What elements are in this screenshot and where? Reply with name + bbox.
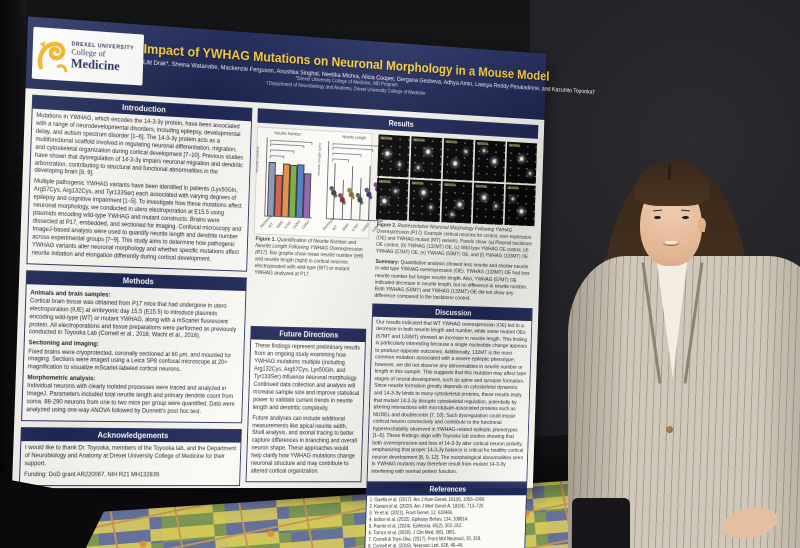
- future-paragraph-2: Future analyses can include additional m…: [250, 414, 357, 475]
- micrograph-panel: [441, 181, 473, 224]
- references-heading: References: [367, 483, 527, 496]
- acknowledgements-text: I would like to thank Dr. Toyooka, membe…: [24, 444, 237, 468]
- research-poster: DREXEL UNIVERSITY College of Medicine Im…: [11, 16, 595, 548]
- references-list: 1. Guella et al. (2017). Am J Hum Genet,…: [364, 496, 526, 548]
- micrograph-panel: [376, 177, 409, 221]
- chart2-ylabel: Neurite length (μm): [316, 142, 322, 176]
- introduction-paragraph-2: Multiple pathogenic YWHAG variants have …: [31, 178, 242, 263]
- methods-sub1-text: Cortical brain tissue was obtained from …: [28, 297, 237, 340]
- figure1-caption-text: Bar graphs show mean neurite number (lef…: [254, 250, 364, 278]
- micrograph-panel: [377, 134, 410, 178]
- sig-bracket: [270, 144, 305, 149]
- funding-line: Funding: DoD grant AR220067, NIH R21 MH1…: [23, 471, 161, 479]
- neurite-number-chart: Neurite Number Neurite number: [254, 129, 317, 233]
- introduction-paragraph-1: Mutations in YWHAG, which encodes the 14…: [34, 111, 244, 177]
- sig-bracket: [270, 154, 285, 159]
- micrograph-panel: [474, 139, 506, 183]
- middle-column: Neurite Number Neurite number: [245, 126, 386, 483]
- poster-body: Introduction Mutations in YWHAG, which e…: [12, 88, 544, 548]
- conference-wall: [530, 0, 800, 470]
- micrograph-panel: [473, 182, 505, 225]
- acknowledgements-section: Acknowledgements I would like to thank D…: [18, 427, 243, 487]
- reference-item: 8. Cornell et al. (2016). Neurosci Lett,…: [367, 543, 464, 548]
- chart1-plot: [264, 137, 315, 219]
- references-section: References 1. Guella et al. (2017). Am J…: [363, 482, 528, 548]
- figure1-caption: Figure 1. Quantification of Neurite Numb…: [252, 234, 369, 282]
- discussion-section: Discussion Our results indicated that WT…: [366, 303, 533, 483]
- future-paragraph-1: These findings represent preliminary res…: [252, 342, 361, 412]
- chart2-xticks: Backbone WT 50MT 57MT 132MT 133MT: [322, 217, 385, 237]
- figure2-caption: Figure 2. Representative Neuronal Morpho…: [374, 220, 535, 263]
- sig-bracket: [270, 149, 295, 154]
- figure1-label: Figure 1.: [255, 236, 276, 243]
- discussion-text: Our results indicated that WT YWHAG over…: [371, 319, 528, 475]
- micrograph-panel: [408, 179, 441, 223]
- bar: [302, 173, 312, 218]
- methods-sub3-text: Individual neurons with clearly isolated…: [26, 382, 235, 416]
- micrograph-panel: [504, 184, 536, 227]
- micrograph-panel: [442, 138, 475, 181]
- logo-medicine-label: Medicine: [70, 55, 120, 74]
- micrograph-panel: [410, 136, 443, 180]
- right-column: Figure 2. Representative Neuronal Morpho…: [363, 133, 538, 548]
- chart1-ylabel: Neurite number: [254, 145, 260, 173]
- summary-label: Summary:: [375, 259, 400, 266]
- results-area: Results Neurite Number Neurite number: [245, 108, 539, 548]
- dragon-icon: [37, 41, 68, 73]
- methods-section: Methods Animals and brain samples: Corti…: [21, 269, 248, 424]
- results-summary: Summary: Quantitative analysis showed le…: [372, 257, 534, 308]
- drexel-logo: DREXEL UNIVERSITY College of Medicine: [31, 26, 145, 86]
- figure1-charts: Neurite Number Neurite number: [253, 126, 386, 239]
- title-block: Impact of YWHAG Mutations on Neuronal Mo…: [143, 41, 595, 104]
- figure2-micrograph-grid: [375, 133, 538, 228]
- chart1-xticks: Backbone WT 50MT 57MT 132MT 133MT: [259, 214, 314, 233]
- chart1-title: Neurite Number: [274, 130, 302, 137]
- micrograph-panel: [506, 141, 537, 184]
- left-column: Introduction Mutations in YWHAG, which e…: [18, 94, 253, 487]
- future-directions-section: Future Directions These findings represe…: [245, 326, 367, 483]
- logo-text: DREXEL UNIVERSITY College of Medicine: [71, 42, 134, 73]
- methods-sub2-text: Fixed brains were cryoprotected, coronal…: [27, 347, 232, 374]
- poster-header: DREXEL UNIVERSITY College of Medicine Im…: [25, 16, 595, 120]
- summary-text: Quantitative analysis showed less neurit…: [374, 260, 530, 303]
- introduction-section: Introduction Mutations in YWHAG, which e…: [26, 94, 253, 272]
